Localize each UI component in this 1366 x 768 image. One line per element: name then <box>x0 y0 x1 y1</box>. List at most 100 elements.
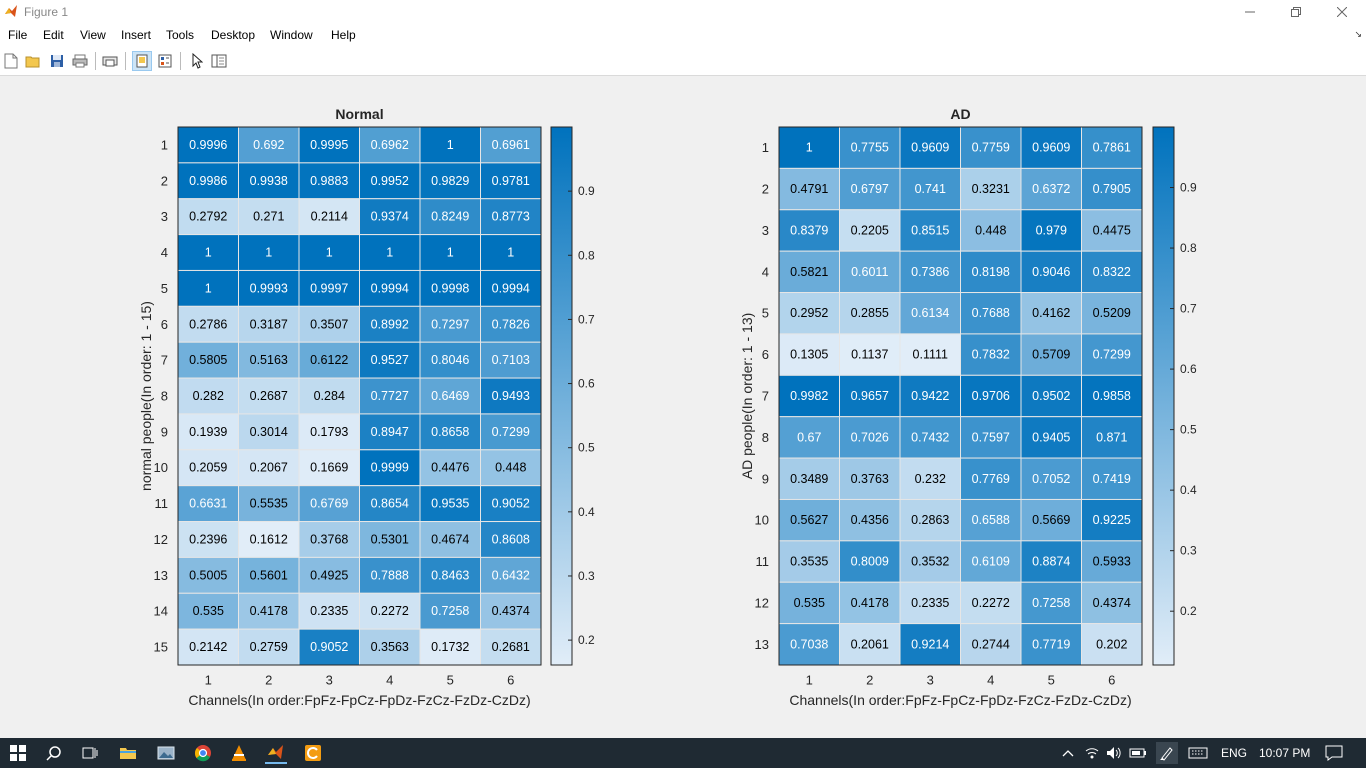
property-editor-icon <box>211 54 227 68</box>
cell-label: 0.4178 <box>250 604 288 618</box>
speaker-icon <box>1107 747 1121 759</box>
heatmap-cell <box>298 413 360 451</box>
photos-button[interactable] <box>155 742 177 764</box>
search-icon <box>46 746 61 761</box>
y-tick-label: 6 <box>161 317 168 332</box>
cell-label: 0.9535 <box>431 497 469 511</box>
cell-label: 0.3563 <box>371 640 409 654</box>
heatmap-cell <box>839 126 901 169</box>
y-tick-label: 5 <box>161 281 168 296</box>
heatmap-cell <box>419 449 481 487</box>
start-button[interactable] <box>7 742 29 764</box>
cell-label: 0.1939 <box>189 425 227 439</box>
pointer-button[interactable] <box>187 51 207 71</box>
volume-button[interactable] <box>1103 742 1125 764</box>
y-tick-label: 13 <box>755 637 769 652</box>
battery-button[interactable] <box>1127 742 1149 764</box>
menu-desktop[interactable]: Desktop <box>211 28 256 42</box>
cell-label: 0.8198 <box>972 265 1010 279</box>
cell-label: 0.9998 <box>431 281 469 295</box>
clock[interactable]: 10:07 PM <box>1259 746 1311 760</box>
cell-label: 0.6962 <box>371 138 409 152</box>
cell-label: 0.448 <box>495 461 526 475</box>
vlc-icon <box>232 745 246 761</box>
toolbar-collapse-icon[interactable]: ↘ <box>1354 29 1362 39</box>
cell-label: 0.4791 <box>790 182 828 196</box>
start-icon <box>10 745 26 761</box>
print-preview-icon <box>102 56 118 67</box>
cell-label: 0.8379 <box>790 223 828 237</box>
cell-label: 0.7299 <box>492 425 530 439</box>
heatmap-cell <box>899 498 961 542</box>
matlab-icon <box>268 745 283 759</box>
heatmap-cell <box>238 556 300 594</box>
dock-button[interactable] <box>155 51 175 71</box>
x-axis-label: Channels(In order:FpFz-FpCz-FpDz-FzCz-Fz… <box>789 692 1131 708</box>
vlc-button[interactable] <box>228 742 250 764</box>
action-center-button[interactable] <box>1323 742 1345 764</box>
menu-help[interactable]: Help <box>331 28 356 42</box>
pen-icon <box>1160 747 1173 761</box>
plot-edit-button[interactable] <box>132 51 152 71</box>
print-button[interactable] <box>70 51 90 71</box>
print-preview-button[interactable] <box>100 51 120 71</box>
cell-label: 0.8658 <box>431 425 469 439</box>
menu-tools[interactable]: Tools <box>166 28 195 42</box>
app-button[interactable] <box>302 742 324 764</box>
cell-label: 0.5005 <box>189 568 227 582</box>
cell-label: 0.9986 <box>189 174 227 188</box>
tray-chevron-button[interactable] <box>1057 742 1079 764</box>
open-file-button[interactable] <box>23 51 43 71</box>
menu-view[interactable]: View <box>80 28 106 42</box>
figure-canvas[interactable]: Normal 0.9996 0.692 0.9995 0.6962 1 0.6961 0.99… <box>0 77 1366 737</box>
y-tick-label: 4 <box>161 245 168 260</box>
cell-label: 0.5163 <box>250 353 288 367</box>
x-tick-label: 4 <box>386 673 393 688</box>
cell-label: 0.9993 <box>250 281 288 295</box>
heatmap-cell <box>359 556 421 594</box>
wifi-icon <box>1085 748 1099 759</box>
network-button[interactable] <box>1081 742 1103 764</box>
task-view-button[interactable] <box>79 742 101 764</box>
property-editor-button[interactable] <box>209 51 229 71</box>
x-tick-label: 2 <box>265 673 272 688</box>
heatmap-cell <box>1081 457 1143 500</box>
colorbar-tick-label: 0.5 <box>578 441 595 455</box>
new-figure-button[interactable] <box>1 51 21 71</box>
cell-label: 0.2863 <box>911 513 949 527</box>
pen-button[interactable] <box>1156 742 1178 764</box>
chrome-button[interactable] <box>192 742 214 764</box>
heatmap-cell <box>899 333 961 376</box>
menu-window[interactable]: Window <box>270 28 313 42</box>
minimize-button[interactable] <box>1227 0 1273 24</box>
cell-label: 0.7103 <box>492 353 530 367</box>
heatmap-cell <box>298 628 360 666</box>
menu-edit[interactable]: Edit <box>43 28 64 42</box>
heatmap-cell <box>238 377 300 415</box>
heatmap-cell <box>177 449 239 487</box>
cell-label: 0.3231 <box>972 182 1010 196</box>
close-icon <box>1337 7 1347 17</box>
cell-label: 0.1305 <box>790 348 828 362</box>
matlab-taskbar-button[interactable] <box>265 742 287 764</box>
save-button[interactable] <box>47 51 67 71</box>
close-button[interactable] <box>1319 0 1365 24</box>
taskbar: ENG 10:07 PM <box>0 738 1366 768</box>
touch-keyboard-button[interactable] <box>1187 742 1209 764</box>
cell-label: 0.7597 <box>972 430 1010 444</box>
heatmap-cell <box>238 449 300 487</box>
window-title: Figure 1 <box>24 5 69 19</box>
x-tick-label: 5 <box>1048 673 1055 688</box>
language-indicator[interactable]: ENG <box>1221 746 1248 760</box>
search-button[interactable] <box>43 742 65 764</box>
restore-button[interactable] <box>1273 0 1319 24</box>
heatmap-cell <box>238 234 300 271</box>
colorbar-tick-label: 0.3 <box>578 569 595 583</box>
new-figure-icon <box>4 53 18 69</box>
file-explorer-button[interactable] <box>117 742 139 764</box>
y-tick-label: 1 <box>762 140 769 155</box>
cell-label: 0.4475 <box>1093 223 1131 237</box>
menu-insert[interactable]: Insert <box>121 28 152 42</box>
y-tick-label: 12 <box>755 595 769 610</box>
menu-file[interactable]: File <box>8 28 28 42</box>
